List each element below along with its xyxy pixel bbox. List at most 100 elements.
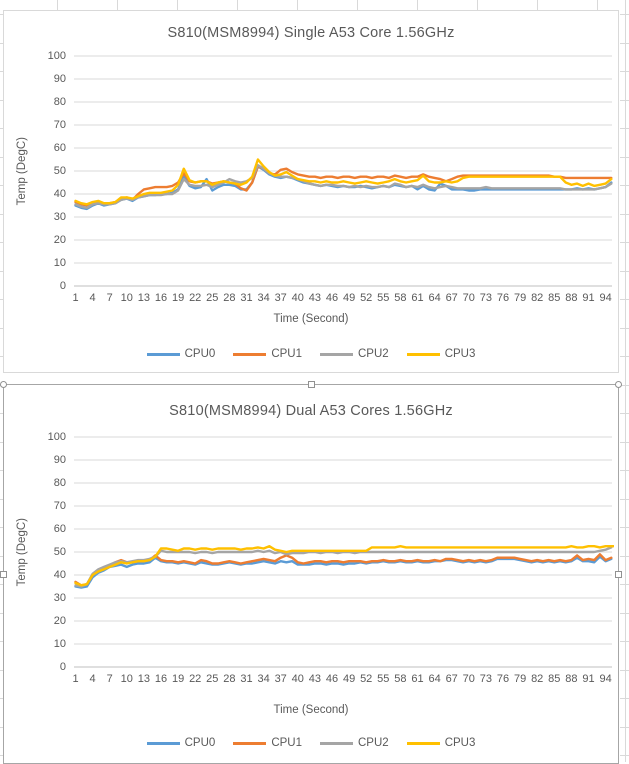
x-tick-label: 13 [137, 292, 151, 304]
row-gridline-tick [620, 14, 629, 15]
x-tick-label: 61 [411, 673, 424, 685]
y-tick-label: 30 [53, 591, 66, 604]
row-gridline-tick [620, 470, 629, 471]
legend[interactable]: CPU0 CPU1 CPU2 CPU3 [4, 348, 618, 360]
row-gridline-tick [620, 43, 629, 44]
x-tick-label: 52 [360, 292, 373, 304]
row-gridline-tick [620, 641, 629, 642]
column-gridline-tick [477, 0, 478, 10]
legend-line-swatch [320, 741, 353, 745]
y-axis-title[interactable]: Temp (DegC) [16, 517, 28, 587]
legend-item-cpu1[interactable]: CPU1 [233, 348, 302, 360]
x-tick-label: 64 [428, 292, 441, 304]
y-tick-label: 40 [53, 568, 66, 581]
row-gridline-tick [620, 584, 629, 585]
x-tick-label: 61 [411, 292, 424, 304]
legend-item-cpu1[interactable]: CPU1 [233, 737, 302, 749]
x-tick-label: 25 [206, 292, 219, 304]
legend-label: CPU3 [444, 348, 476, 360]
chart-dual-core[interactable]: S810(MSM8994) Dual A53 Cores 1.56GHz Tem… [0, 381, 622, 764]
x-axis-title[interactable]: Time (Second) [273, 313, 349, 325]
column-gridline-tick [357, 0, 358, 10]
legend-label: CPU1 [271, 348, 302, 360]
legend-label: CPU2 [358, 737, 389, 749]
x-tick-label: 34 [257, 292, 270, 304]
row-gridline-tick [620, 413, 629, 414]
chart-single-core[interactable]: S810(MSM8994) Single A53 Core 1.56GHz Te… [3, 10, 619, 373]
x-tick-label: 58 [394, 673, 407, 685]
row-gridline-tick [620, 128, 629, 129]
selection-handle-middle-right[interactable] [615, 570, 622, 578]
y-tick-label: 90 [53, 72, 66, 85]
legend-item-cpu3[interactable]: CPU3 [406, 348, 476, 360]
legend[interactable]: CPU0 CPU1 CPU2 CPU3 [4, 737, 618, 749]
legend-label: CPU0 [184, 348, 216, 360]
row-gridline-tick [620, 157, 629, 158]
x-tick-label: 37 [274, 292, 287, 304]
x-tick-label: 31 [240, 673, 253, 685]
row-gridline-tick [620, 328, 629, 329]
y-axis-title[interactable]: Temp (DegC) [16, 136, 28, 206]
selection-handle-top-left[interactable] [0, 381, 7, 388]
x-tick-label: 43 [308, 292, 322, 304]
series-line-cpu2[interactable] [74, 163, 613, 210]
x-tick-label: 91 [582, 673, 595, 685]
x-tick-label: 43 [308, 673, 322, 685]
x-tick-label: 73 [479, 673, 493, 685]
chart-title[interactable]: S810(MSM8994) Single A53 Core 1.56GHz [167, 25, 455, 41]
x-tick-label: 88 [565, 292, 578, 304]
column-gridline-tick [597, 0, 598, 10]
x-tick-label: 37 [274, 673, 287, 685]
x-tick-label: 73 [479, 292, 493, 304]
legend-item-cpu2[interactable]: CPU2 [320, 348, 389, 360]
legend-item-cpu2[interactable]: CPU2 [320, 737, 389, 749]
x-tick-label: 82 [531, 292, 544, 304]
column-gridline-tick [417, 0, 418, 10]
y-tick-label: 60 [53, 522, 66, 535]
x-tick-label: 10 [120, 292, 133, 304]
legend-item-cpu0[interactable]: CPU0 [146, 737, 215, 749]
row-gridline-tick [620, 698, 629, 699]
y-tick-label: 10 [53, 256, 66, 269]
series-line-cpu2[interactable] [74, 546, 613, 588]
x-tick-label: 52 [360, 673, 373, 685]
legend-item-cpu0[interactable]: CPU0 [146, 348, 216, 360]
y-tick-label: 100 [47, 430, 66, 443]
legend-item-cpu3[interactable]: CPU3 [406, 737, 476, 749]
x-tick-label: 22 [189, 673, 202, 685]
chart-title[interactable]: S810(MSM8994) Dual A53 Cores 1.56GHz [169, 403, 453, 419]
x-tick-label: 76 [496, 673, 510, 685]
x-tick-label: 49 [342, 292, 356, 304]
x-tick-label: 67 [445, 292, 458, 304]
y-tick-label: 70 [53, 118, 66, 131]
series-line-cpu1[interactable] [74, 553, 613, 587]
selection-handle-top-right[interactable] [615, 381, 622, 388]
row-gridline-tick [620, 670, 629, 671]
x-tick-label: 28 [223, 673, 236, 685]
selection-handle-middle-left[interactable] [0, 570, 7, 578]
y-tick-label: 80 [53, 476, 66, 489]
legend-line-swatch [146, 741, 180, 745]
x-tick-label: 4 [89, 673, 96, 685]
x-tick-label: 67 [445, 673, 458, 685]
plot-area[interactable] [74, 432, 614, 672]
column-gridline-tick [537, 0, 538, 10]
series-line-cpu3[interactable] [74, 158, 613, 206]
x-axis-title[interactable]: Time (Second) [273, 704, 349, 716]
legend-line-swatch [320, 352, 353, 356]
x-tick-label: 88 [565, 673, 578, 685]
series-line-cpu3[interactable] [74, 544, 615, 587]
y-tick-label: 80 [53, 95, 66, 108]
x-tick-label: 40 [291, 673, 304, 685]
row-gridline-tick [620, 271, 629, 272]
x-tick-label: 94 [599, 673, 612, 685]
y-tick-label: 100 [47, 49, 66, 62]
row-gridline-tick [620, 214, 629, 215]
plot-area[interactable] [74, 51, 614, 291]
legend-label: CPU3 [444, 737, 476, 749]
selection-handle-top-center[interactable] [307, 381, 315, 388]
x-tick-label: 94 [599, 292, 612, 304]
x-tick-label: 19 [171, 292, 185, 304]
x-tick-label: 79 [513, 292, 527, 304]
x-tick-label: 82 [531, 673, 544, 685]
